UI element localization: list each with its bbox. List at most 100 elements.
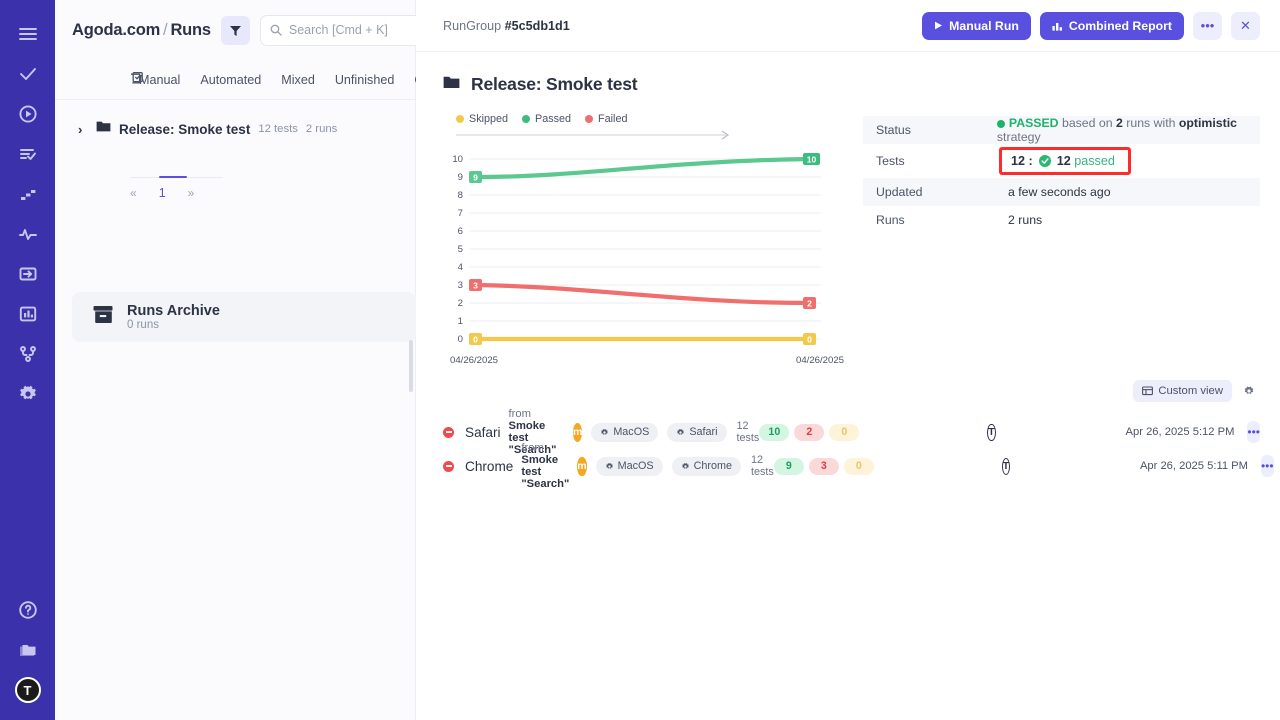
svg-text:2: 2 <box>807 298 812 308</box>
svg-text:3: 3 <box>458 280 463 291</box>
runs-list: › Release: Smoke test 12 tests 2 runs « … <box>55 100 415 201</box>
run-mode-badge: m <box>572 422 583 442</box>
legend-swatch-skipped <box>456 115 464 123</box>
check-icon[interactable] <box>8 54 48 94</box>
play-circle-icon[interactable] <box>8 94 48 134</box>
svg-text:10: 10 <box>452 154 463 165</box>
tab-manual[interactable]: Manual <box>139 72 181 87</box>
run-from-name: Smoke test "Search" <box>508 420 557 456</box>
play-icon <box>935 21 943 30</box>
legend-item-failed[interactable]: Failed <box>585 113 627 125</box>
panel-scrollbar[interactable] <box>409 340 413 392</box>
run-source: from Smoke test "Search" <box>509 408 565 456</box>
search-input[interactable]: Search [Cmd + K] <box>259 14 430 46</box>
run-tests-count: 12 tests <box>751 454 774 478</box>
svg-text:7: 7 <box>458 208 463 219</box>
rungroup-detail: RunGroup #5c5db1d1 Manual Run Combined R… <box>416 0 1280 720</box>
rungroup-breadcrumb: RunGroup #5c5db1d1 <box>443 19 570 33</box>
status-row-updated: Updated a few seconds ago <box>863 178 1260 206</box>
runs-row-key: Runs <box>876 213 905 227</box>
avatar-initial: T <box>14 677 41 703</box>
bar-chart-icon[interactable] <box>8 294 48 334</box>
more-options-button[interactable]: ••• <box>1193 11 1222 40</box>
breadcrumb: Agoda.com / Runs <box>72 21 211 40</box>
runs-row-value: 2 runs <box>1008 213 1043 227</box>
svg-text:0: 0 <box>458 334 463 345</box>
run-status-icon <box>443 460 454 472</box>
pagination-prev[interactable]: « <box>130 186 137 200</box>
run-chip-os: MacOS <box>591 422 659 442</box>
filter-button[interactable] <box>220 15 250 45</box>
status-text-mid: based on <box>1058 116 1116 130</box>
filter-icon <box>229 25 241 36</box>
select-all-icon[interactable] <box>129 71 144 91</box>
tab-mixed[interactable]: Mixed <box>281 72 315 87</box>
breadcrumb-org[interactable]: Agoda.com <box>72 20 161 39</box>
tab-automated[interactable]: Automated <box>200 72 262 87</box>
svg-text:10: 10 <box>807 154 817 164</box>
svg-text:6: 6 <box>458 226 463 237</box>
run-timestamp: Apr 26, 2025 5:11 PM <box>1139 460 1248 472</box>
archive-subtitle: 0 runs <box>127 319 159 332</box>
combined-report-button[interactable]: Combined Report <box>1039 11 1184 40</box>
run-timestamp: Apr 26, 2025 5:12 PM <box>1125 426 1235 438</box>
status-passed-text: PASSED <box>1008 116 1059 130</box>
runs-archive-card[interactable]: Runs Archive 0 runs <box>72 292 416 342</box>
status-row-value: PASSED based on 2 runs with optimistic s… <box>996 116 1260 144</box>
svg-text:4: 4 <box>458 262 464 273</box>
legend-swatch-passed <box>522 115 531 123</box>
pagination-page-1[interactable]: 1 <box>158 186 166 200</box>
chevron-right-icon[interactable]: › <box>78 121 83 137</box>
run-skipped-pill: 0 <box>829 423 860 441</box>
run-author-avatar[interactable]: T <box>987 423 996 441</box>
updated-row-key: Updated <box>876 185 923 199</box>
chart-x-label-start: 04/26/2025 <box>450 355 499 366</box>
table-row[interactable]: Safari from Smoke test "Search" m MacOS … <box>416 408 1280 456</box>
import-icon[interactable] <box>8 254 48 294</box>
status-runs-count: 2 <box>1116 116 1123 130</box>
pulse-icon[interactable] <box>8 214 48 254</box>
legend-item-passed[interactable]: Passed <box>522 113 571 125</box>
runs-panel: Agoda.com / Runs Search [Cmd + K] <box>55 0 454 720</box>
search-placeholder: Search [Cmd + K] <box>288 23 388 37</box>
breadcrumb-section: Runs <box>170 20 211 39</box>
svg-text:2: 2 <box>458 298 463 309</box>
tests-row-key: Tests <box>876 154 905 168</box>
menu-icon[interactable] <box>8 14 48 54</box>
gear-icon[interactable] <box>8 374 48 414</box>
gear-icon <box>1244 386 1254 394</box>
run-chip-os-label: MacOS <box>613 426 650 438</box>
folder-icon <box>443 75 460 95</box>
status-dot <box>996 119 1005 128</box>
table-row[interactable]: Chrome from Smoke test "Search" m MacOS … <box>416 442 1280 490</box>
status-row-tests: Tests 12 : 12 passed <box>863 144 1260 178</box>
list-item[interactable]: › Release: Smoke test 12 tests 2 runs <box>55 114 415 144</box>
folder-name: Release: Smoke test <box>119 121 251 137</box>
steps-icon[interactable] <box>8 174 48 214</box>
tests-highlight-box[interactable]: 12 : 12 passed <box>999 147 1131 175</box>
run-author-avatar[interactable]: T <box>1001 457 1010 475</box>
help-icon[interactable] <box>8 590 48 630</box>
run-status-icon <box>443 426 454 438</box>
view-settings-button[interactable] <box>1238 380 1260 402</box>
breadcrumb-separator: / <box>163 20 168 39</box>
pagination-next[interactable]: » <box>187 186 195 200</box>
run-source: from Smoke test "Search" <box>521 442 569 490</box>
tests-total-count: 12 : <box>1011 154 1033 168</box>
legend-label-passed: Passed <box>535 113 572 125</box>
gear-icon <box>601 428 609 435</box>
branch-icon[interactable] <box>8 334 48 374</box>
run-failed-pill: 2 <box>794 423 825 441</box>
status-text-mid2: runs with <box>1122 116 1179 130</box>
custom-view-button[interactable]: Custom view <box>1133 380 1232 402</box>
tab-unfinished[interactable]: Unfinished <box>334 72 395 87</box>
folder-icon[interactable] <box>8 630 48 670</box>
legend-item-skipped[interactable]: Skipped <box>456 113 508 125</box>
run-more-button[interactable]: ••• <box>1247 421 1260 443</box>
manual-run-button[interactable]: Manual Run <box>922 11 1031 40</box>
list-check-icon[interactable] <box>8 134 48 174</box>
close-panel-button[interactable]: ✕ <box>1231 11 1260 40</box>
avatar[interactable]: T <box>8 670 48 710</box>
run-more-button[interactable]: ••• <box>1260 455 1274 477</box>
